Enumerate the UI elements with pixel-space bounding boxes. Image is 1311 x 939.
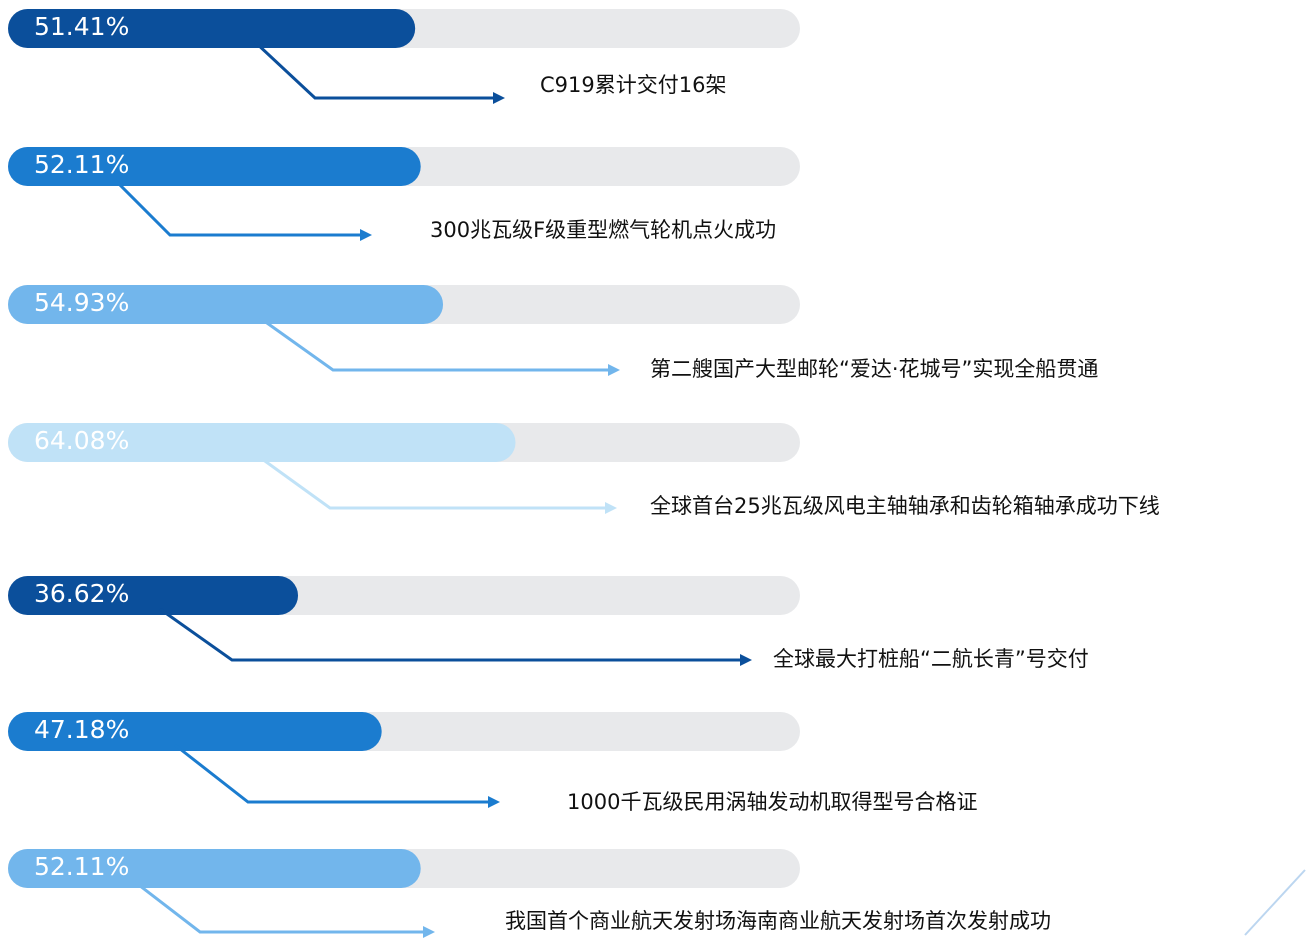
bar (8, 576, 299, 615)
decoration (1244, 869, 1306, 936)
bar (8, 285, 444, 324)
connector (134, 880, 425, 934)
arrow-head (360, 229, 372, 241)
bar (8, 147, 421, 186)
bar (8, 849, 421, 888)
connector (113, 178, 362, 237)
arrow-head (608, 364, 620, 376)
arrow-head (605, 502, 617, 514)
connector (174, 743, 490, 804)
category-label: 第二艘国产大型邮轮“爱达·花城号”实现全船贯通 (650, 357, 1098, 381)
value-label: 36.62% (34, 579, 129, 608)
value-label: 47.18% (34, 715, 129, 744)
bar (8, 423, 516, 462)
category-label: 我国首个商业航天发射场海南商业航天发射场首次发射成功 (505, 909, 1051, 933)
category-label: 1000千瓦级民用涡轴发动机取得型号合格证 (567, 790, 977, 814)
bar (8, 9, 416, 48)
category-label: 全球最大打桩船“二航长青”号交付 (773, 647, 1089, 671)
category-label: 全球首台25兆瓦级风电主轴轴承和齿轮箱轴承成功下线 (650, 494, 1160, 518)
arrow-head (740, 654, 752, 666)
arrow-head (488, 796, 500, 808)
connector (159, 607, 742, 662)
value-label: 64.08% (34, 426, 129, 455)
arrow-head (423, 926, 435, 938)
connector (259, 316, 610, 372)
value-label: 51.41% (34, 12, 129, 41)
connector (253, 40, 495, 100)
value-label: 52.11% (34, 852, 129, 881)
category-label: C919累计交付16架 (540, 73, 726, 97)
arrow-head (493, 92, 505, 104)
bar (8, 712, 382, 751)
value-label: 52.11% (34, 150, 129, 179)
value-label: 54.93% (34, 288, 129, 317)
connector (257, 454, 607, 510)
category-label: 300兆瓦级F级重型燃气轮机点火成功 (430, 218, 776, 242)
